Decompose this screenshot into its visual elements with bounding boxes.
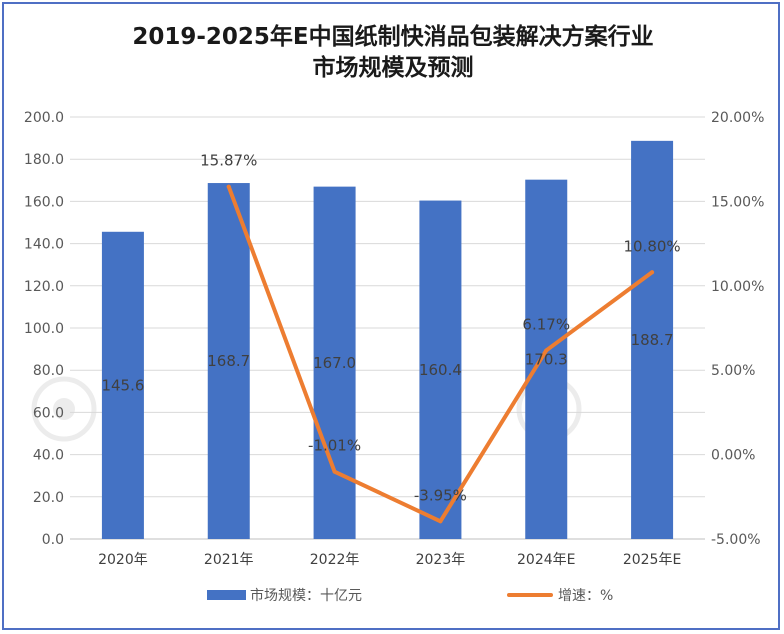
- y-left-tick-label: 80.0: [33, 363, 64, 379]
- y-left-tick-label: 160.0: [24, 194, 64, 210]
- bar-data-label: 168.7: [207, 352, 250, 370]
- line-data-label: 6.17%: [522, 315, 570, 333]
- line-series: [226, 184, 655, 524]
- y-axis-right: -5.00% 0.00% 5.00% 10.00% 15.00% 20.00%: [711, 110, 764, 548]
- y-left-tick-label: 60.0: [33, 405, 64, 421]
- gridlines: [70, 116, 705, 540]
- line-point: [544, 348, 549, 353]
- line-data-label: -1.01%: [308, 437, 361, 455]
- bar-data-label: 167.0: [313, 354, 356, 372]
- x-tick-label: 2021年: [204, 552, 254, 568]
- bar-data-label: 145.6: [101, 376, 144, 394]
- line-point: [438, 519, 443, 524]
- bar-series: [101, 140, 674, 540]
- legend-swatch-bar: [207, 590, 246, 600]
- y-left-tick-label: 40.0: [33, 448, 64, 464]
- line-data-label: -3.95%: [414, 486, 467, 504]
- x-tick-label: 2020年: [98, 552, 148, 568]
- legend-label-bar: 市场规模：十亿元: [250, 587, 362, 604]
- x-tick-label: 2022年: [310, 552, 360, 568]
- y-left-tick-label: 100.0: [24, 321, 64, 337]
- legend: 市场规模：十亿元 增速：%: [207, 587, 613, 604]
- chart-title-line-2: 市场规模及预测: [313, 54, 474, 81]
- y-left-tick-label: 20.0: [33, 490, 64, 506]
- bar: [631, 140, 674, 539]
- bar: [525, 179, 568, 540]
- line-data-label: 15.87%: [200, 152, 257, 170]
- line-point: [332, 469, 337, 474]
- line-data-label: 10.80%: [623, 237, 680, 255]
- bar-data-label: 170.3: [525, 350, 568, 368]
- bar: [419, 200, 462, 539]
- y-right-tick-label: 0.00%: [711, 448, 755, 464]
- x-axis: 2020年 2021年 2022年 2023年 2024年E 2025年E: [98, 552, 681, 568]
- line-point: [650, 270, 655, 275]
- y-right-tick-label: 15.00%: [711, 194, 764, 210]
- bar-data-label: 188.7: [631, 331, 674, 349]
- bar-data-labels: 145.6 168.7 167.0 160.4 170.3 188.7: [101, 331, 673, 394]
- y-right-tick-label: 20.00%: [711, 110, 764, 126]
- bar-data-label: 160.4: [419, 361, 462, 379]
- line-point: [226, 184, 231, 189]
- chart-title-line-1: 2019-2025年E中国纸制快消品包装解决方案行业: [132, 23, 653, 50]
- x-tick-label: 2023年: [416, 552, 466, 568]
- y-left-tick-label: 200.0: [24, 110, 64, 126]
- y-right-tick-label: 5.00%: [711, 363, 755, 379]
- y-left-tick-label: 0.0: [42, 532, 64, 548]
- y-left-tick-label: 120.0: [24, 279, 64, 295]
- y-right-tick-label: -5.00%: [711, 532, 761, 548]
- bar: [101, 231, 144, 539]
- watermark-emblem-icon: [31, 376, 97, 442]
- watermark-emblem-icon: [53, 398, 75, 420]
- x-tick-label: 2024年E: [517, 552, 575, 568]
- y-right-tick-label: 10.00%: [711, 279, 764, 295]
- chart-canvas: 2019-2025年E中国纸制快消品包装解决方案行业 市场规模及预测 0.0 20…: [24, 23, 764, 604]
- y-axis-left: 0.0 20.0 40.0 60.0 80.0 100.0 120.0 140.0 160.0 1…: [24, 110, 64, 548]
- y-left-tick-label: 140.0: [24, 237, 64, 253]
- line-data-labels: 15.87% -1.01% -3.95% 6.17% 10.80%: [200, 152, 681, 505]
- legend-label-line: 增速：%: [558, 588, 613, 604]
- y-left-tick-label: 180.0: [24, 152, 64, 168]
- x-tick-label: 2025年E: [623, 552, 681, 568]
- bar: [207, 183, 250, 539]
